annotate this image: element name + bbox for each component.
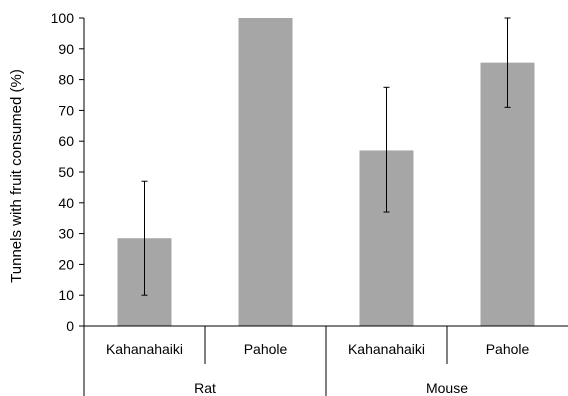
y-tick-label: 90 <box>58 41 74 57</box>
y-tick-label: 50 <box>58 164 74 180</box>
y-tick-label: 30 <box>58 226 74 242</box>
y-tick-label: 10 <box>58 287 74 303</box>
x-tick-label: Kahanahaiki <box>348 341 425 357</box>
y-tick-label: 70 <box>58 102 74 118</box>
group-label: Mouse <box>426 380 468 396</box>
y-tick-label: 0 <box>66 318 74 334</box>
bars <box>117 18 535 326</box>
y-tick-label: 20 <box>58 256 74 272</box>
x-tick-label: Pahole <box>486 341 530 357</box>
y-axis-title: Tunnels with fruit consumed (%) <box>8 69 25 283</box>
y-tick-label: 100 <box>51 10 75 26</box>
group-label: Rat <box>194 380 216 396</box>
x-axis: Kahanahaiki Pahole Kahanahaiki Pahole Rat Mou… <box>83 325 568 396</box>
y-axis: 0 10 20 30 40 50 60 70 80 90 100 <box>51 10 85 334</box>
y-tick-label: 80 <box>58 72 74 88</box>
y-tick-label: 40 <box>58 195 74 211</box>
bar <box>238 18 293 326</box>
x-tick-label: Pahole <box>244 341 288 357</box>
error-bars <box>141 17 511 296</box>
x-tick-label: Kahanahaiki <box>106 341 183 357</box>
y-tick-label: 60 <box>58 133 74 149</box>
